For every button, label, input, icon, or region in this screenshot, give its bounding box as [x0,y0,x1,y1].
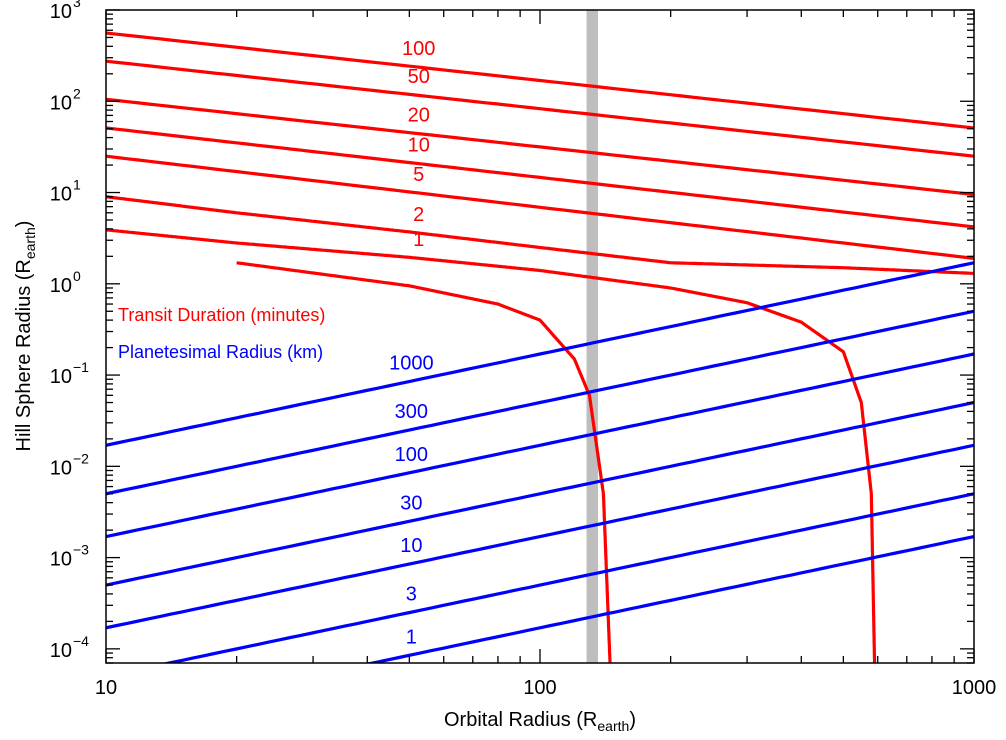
planetesimal-radius-line-3-5 [161,492,974,663]
transit-duration-line-50-1 [106,59,974,158]
planetesimal-radius-label-100: 100 [395,444,428,466]
planetesimal-radius-label-30: 30 [400,492,422,514]
y-tick-exponent: −4 [73,633,89,649]
transit-duration-line-20-2 [106,97,974,197]
y-tick-exponent: −3 [73,542,89,558]
transit-duration-label-2: 2 [413,204,424,226]
y-tick-label: 10 [50,640,72,662]
transit-duration-label-5: 5 [413,164,424,186]
x-tick-label: 100 [523,677,556,699]
y-tick-exponent: 1 [73,177,81,193]
y-tick-label: 10 [50,1,72,23]
x-tick-label: 10 [95,677,117,699]
y-tick-exponent: −1 [73,359,89,375]
series-labels-layer: 100 50 20 10 5 2 1 1000 300 100 30 10 3 1 [389,38,435,648]
transit-duration-label-50: 50 [408,66,430,88]
planetesimal-radius-line-10-4 [106,443,974,630]
legend-planetesimal-radius: Planetesimal Radius (km) [118,342,323,362]
transit-duration-line-2-5 [106,195,974,275]
planetesimal-radius-line-1000-0 [106,261,974,447]
y-tick-label: 10 [50,366,72,388]
transit-duration-line-extra-7 [236,261,612,663]
transit-duration-label-100: 100 [402,38,435,60]
planetesimal-radius-line-1-6 [364,535,974,663]
planetesimal-radius-line-100-2 [106,352,974,539]
series-lines-layer [106,31,974,663]
planetesimal-radius-label-3: 3 [406,584,417,606]
transit-duration-label-20: 20 [408,104,430,126]
transit-duration-line-1-6 [106,228,877,663]
y-tick-exponent: 3 [73,0,81,10]
x-axis-title: Orbital Radius (Rearth) [444,709,636,734]
y-tick-label: 10 [50,549,72,571]
planetesimal-radius-label-1000: 1000 [389,353,434,375]
transit-duration-label-10: 10 [408,134,430,156]
y-tick-label: 10 [50,275,72,297]
legend: Transit Duration (minutes) Planetesimal … [118,305,325,362]
y-tick-exponent: 0 [73,268,81,284]
y-tick-label: 10 [50,457,72,479]
x-tick-label: 1000 [952,677,997,699]
planetesimal-radius-line-30-3 [106,400,974,587]
y-tick-exponent: −2 [73,450,89,466]
vertical-band [586,10,598,663]
planetesimal-radius-line-300-1 [106,309,974,496]
y-tick-exponent: 2 [73,85,81,101]
y-tick-label: 10 [50,184,72,206]
y-tick-label: 10 [50,92,72,114]
planetesimal-radius-label-1: 1 [406,626,417,648]
planetesimal-radius-label-300: 300 [395,401,428,423]
planetesimal-radius-label-10: 10 [400,535,422,557]
transit-duration-line-10-3 [106,126,974,229]
y-axis-title: Hill Sphere Radius (Rearth) [13,221,38,452]
transit-duration-line-5-4 [106,154,974,260]
transit-duration-line-100-0 [106,31,974,130]
legend-transit-duration: Transit Duration (minutes) [118,305,325,325]
transit-duration-label-1: 1 [413,229,424,251]
vertical-band-layer [586,10,598,663]
